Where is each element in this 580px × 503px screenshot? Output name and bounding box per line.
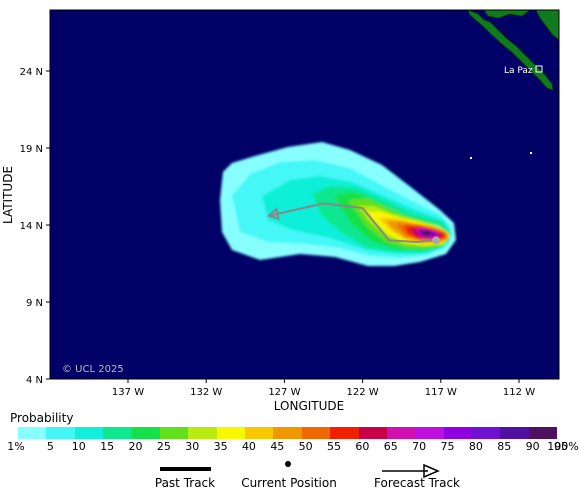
legend-label: 85 — [497, 440, 512, 453]
city-label-la-paz: La Paz — [504, 66, 533, 76]
key-past-track-label: Past Track — [154, 476, 216, 490]
legend-label: 25 — [156, 440, 171, 453]
longitude-axis: 137 W 132 W 127 W 122 W 117 W 112 W — [112, 379, 535, 398]
legend-swatch — [528, 427, 558, 439]
key-current-position-label: Current Position — [241, 476, 337, 490]
legend-swatch — [472, 427, 501, 439]
legend-swatch — [273, 427, 302, 439]
legend-label: 30 — [185, 440, 200, 453]
plot-area — [220, 10, 559, 266]
legend-label: 40 — [241, 440, 256, 453]
lat-tick-label: 24 N — [20, 67, 43, 78]
legend-label: 10 — [71, 440, 86, 453]
legend-label: 65 — [383, 440, 398, 453]
current-position-marker — [432, 236, 441, 245]
legend-swatch — [415, 427, 444, 439]
legend-swatch — [74, 427, 104, 439]
legend-swatch — [216, 427, 245, 439]
lon-tick-label: 122 W — [347, 387, 379, 398]
probability-color-scale — [18, 427, 558, 439]
legend-swatch — [188, 427, 217, 439]
legend-label: 20 — [128, 440, 143, 453]
copyright-label: © UCL 2025 — [62, 364, 124, 375]
legend-label: 75 — [440, 440, 455, 453]
legend-swatch — [386, 427, 416, 439]
lon-tick-label: 132 W — [190, 387, 222, 398]
key-forecast-track-label: Forecast Track — [374, 476, 460, 490]
probability-swath — [220, 142, 456, 266]
lon-tick-label: 112 W — [503, 387, 535, 398]
x-axis-title: LONGITUDE — [274, 399, 344, 413]
legend-label: 70 — [412, 440, 427, 453]
legend-swatch — [159, 427, 189, 439]
legend-swatch — [358, 427, 387, 439]
legend-label: 45 — [270, 440, 285, 453]
legend-title: Probability — [10, 411, 74, 425]
lat-tick-label: 4 N — [26, 375, 43, 386]
legend-label: 100% — [547, 440, 579, 453]
lon-tick-label: 137 W — [112, 387, 144, 398]
legend-label: 35 — [213, 440, 228, 453]
legend-label: 90 — [525, 440, 540, 453]
legend-swatch — [245, 427, 274, 439]
city-marker-icon — [535, 65, 543, 73]
legend-label: 1% — [7, 440, 25, 453]
legend-swatch — [18, 427, 47, 439]
lat-tick-label: 14 N — [20, 221, 43, 232]
landmass-baja-california — [467, 10, 559, 91]
forecast-track-arrow-icon — [382, 463, 440, 479]
legend-swatch — [330, 427, 359, 439]
legend-swatch — [301, 427, 331, 439]
legend-swatch — [500, 427, 529, 439]
y-axis-title: LATITUDE — [1, 166, 15, 224]
legend-label: 95 — [554, 440, 568, 453]
lat-tick-label: 9 N — [26, 298, 43, 309]
forecast-track-arrowhead — [266, 207, 280, 221]
legend-label: 80 — [468, 440, 483, 453]
legend-label: 55 — [327, 440, 342, 453]
legend-swatch — [131, 427, 160, 439]
legend-label: 15 — [100, 440, 115, 453]
lon-tick-label: 127 W — [268, 387, 300, 398]
legend-swatch — [103, 427, 132, 439]
forecast-track-line — [268, 202, 434, 243]
probability-scale-labels: 1% 5 10 15 20 25 30 35 40 45 50 55 60 65 70 75 80 85 90 95 1… — [0, 440, 580, 456]
current-position-symbol — [285, 461, 291, 467]
plot-frame — [49, 9, 560, 380]
legend-label: 50 — [298, 440, 313, 453]
forecast-track — [266, 202, 441, 245]
legend-swatch — [46, 427, 75, 439]
legend-swatch — [443, 427, 472, 439]
latitude-axis: 24 N 19 N 14 N 9 N 4 N — [20, 67, 50, 386]
lat-tick-label: 19 N — [20, 144, 43, 155]
legend-label: 60 — [355, 440, 370, 453]
island-dot — [470, 157, 472, 159]
lon-tick-label: 117 W — [425, 387, 457, 398]
legend-label: 5 — [46, 440, 54, 453]
island-dot — [530, 152, 532, 154]
